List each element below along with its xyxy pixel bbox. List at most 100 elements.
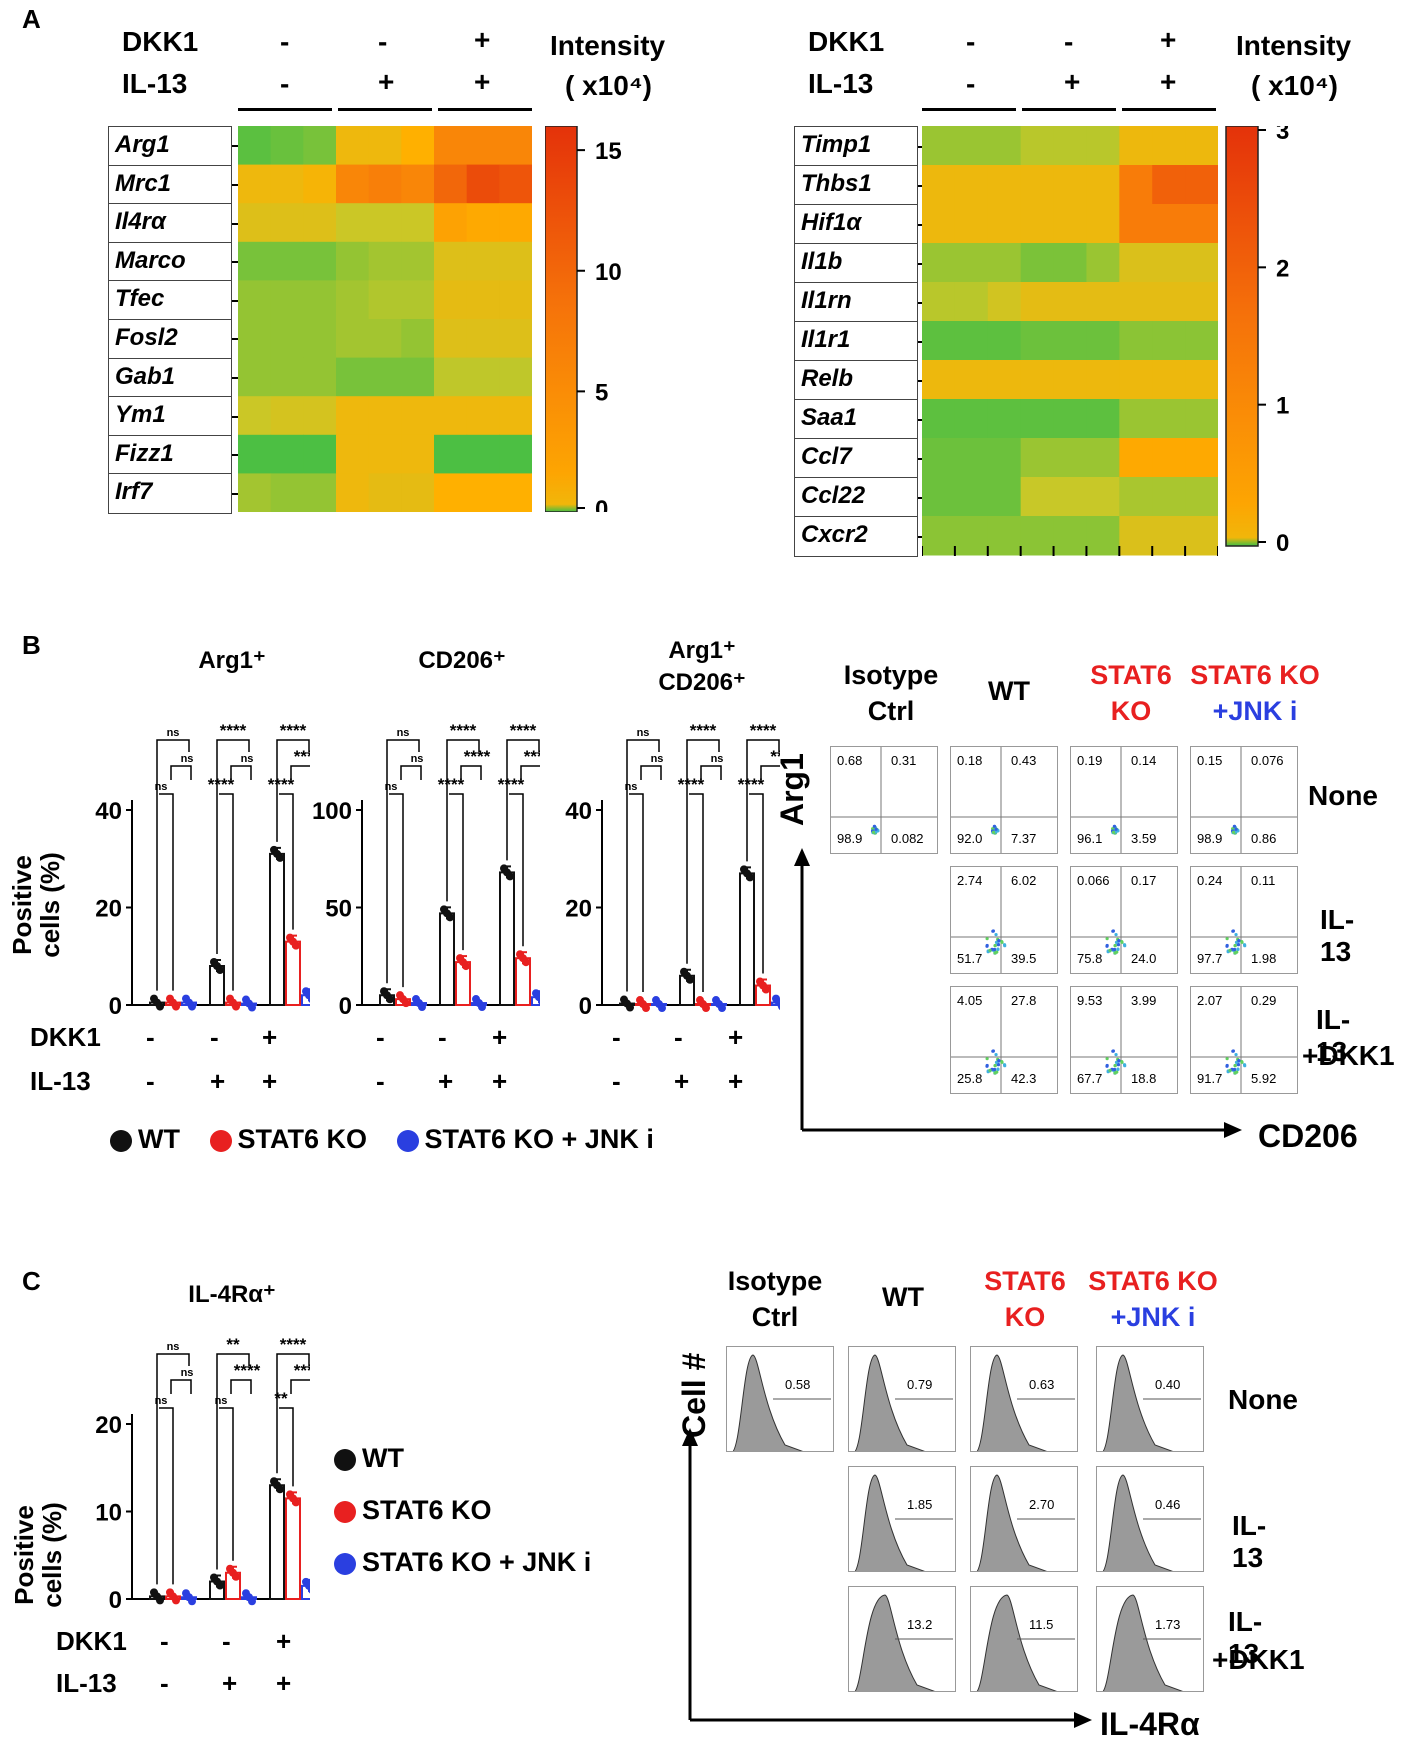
heatmap-cell — [1020, 516, 1055, 556]
heatmap-cell — [1119, 165, 1153, 205]
gene-tick — [232, 183, 238, 186]
histogram-plot: 0.46 — [1096, 1466, 1204, 1572]
event-dot — [1231, 929, 1235, 933]
group-bar — [238, 108, 332, 111]
event-dot — [997, 1058, 1001, 1063]
event-dot — [872, 824, 877, 828]
bar — [739, 872, 755, 1006]
gene-label: Il1rn — [794, 282, 918, 323]
data-point — [216, 1581, 224, 1590]
sig-bracket — [640, 765, 662, 780]
histogram-peak — [854, 1474, 925, 1571]
event-dot — [1116, 1067, 1120, 1071]
ylabel-line1: Positive — [7, 855, 37, 955]
heatmap-cell — [987, 360, 1022, 400]
heatmap-cell — [1053, 243, 1087, 283]
heatmap-cell — [466, 357, 500, 397]
heatmap-left-il13-label: IL-13 — [122, 68, 188, 99]
heatmap-cell — [922, 282, 956, 322]
colorbar-tick-label: 0 — [1276, 530, 1289, 556]
quadrant-value: 9.53 — [1077, 993, 1103, 1008]
event-dot — [1117, 1058, 1121, 1063]
event-dot — [1105, 1064, 1109, 1068]
heatmap-cell — [466, 473, 500, 512]
data-point — [188, 1597, 196, 1606]
event-dot — [1116, 947, 1120, 951]
gene-tick — [918, 262, 924, 265]
event-dot — [985, 944, 989, 948]
heatmap-cell — [238, 241, 272, 281]
event-dot — [1000, 1059, 1004, 1064]
heatmap-cell — [1119, 243, 1153, 283]
sig-label: **** — [678, 775, 705, 794]
il13-sign: - — [146, 1066, 155, 1096]
event-dot — [1002, 1063, 1007, 1067]
heatmap-cell — [303, 396, 337, 436]
heatmap-cell — [303, 164, 337, 204]
bar — [269, 1484, 285, 1600]
sig-bracket — [626, 739, 660, 992]
heatmap-cell — [922, 165, 956, 205]
histogram-peak — [976, 1594, 1057, 1691]
heatmap-cell — [1020, 360, 1055, 400]
event-dot — [988, 1068, 992, 1072]
ylabel-line1: Positive — [9, 1505, 39, 1605]
sig-label: ns — [241, 753, 254, 765]
event-dot — [1105, 944, 1109, 948]
heatmap-cell — [466, 396, 500, 436]
gene-label: Saa1 — [794, 399, 918, 440]
gene-label: Ccl22 — [794, 477, 918, 518]
flow-row-label: +DKK1 — [1302, 1040, 1395, 1071]
colorbar-tick-label: 3 — [1276, 126, 1289, 145]
heatmap-cell — [303, 203, 337, 243]
sig-label: ns — [651, 753, 664, 765]
heatmap-cell — [922, 516, 956, 556]
event-dot — [1225, 1057, 1229, 1061]
data-point — [172, 1002, 180, 1011]
histogram-peak — [976, 1474, 1047, 1571]
data-point — [232, 1002, 240, 1011]
heatmap-cell — [1053, 165, 1087, 205]
heatmap-cell — [1152, 165, 1186, 205]
heatmap-cell — [401, 434, 435, 474]
gene-tick — [918, 301, 924, 304]
event-dot — [993, 943, 997, 948]
heatmap-cell — [336, 280, 370, 320]
heatmap-cell — [987, 438, 1022, 478]
heatmap-cell — [1185, 360, 1218, 400]
data-point — [762, 985, 770, 994]
heatmap-cell — [303, 473, 337, 512]
colorbar-right: 3 2 1 0 — [1225, 126, 1289, 556]
histogram-plot: 0.79 — [848, 1346, 956, 1452]
event-dot — [1232, 824, 1237, 828]
heatmap-cell — [922, 360, 956, 400]
heatmap-cell — [401, 396, 435, 436]
data-point — [778, 1003, 780, 1011]
y-tick-label: 0 — [579, 993, 592, 1015]
legend-dot-jnk — [396, 1129, 419, 1152]
sig-bracket — [760, 765, 780, 780]
data-point — [276, 853, 284, 862]
heatmap-cell — [238, 396, 272, 436]
heatmap-cell — [238, 203, 272, 243]
data-point — [702, 1004, 710, 1013]
event-dot — [1240, 939, 1244, 944]
data-point — [216, 966, 224, 974]
heatmap-cell — [238, 126, 272, 166]
quadrant-value: 0.86 — [1251, 831, 1277, 846]
hist-row-label: IL-13 — [1232, 1510, 1267, 1573]
data-point — [292, 1498, 300, 1507]
flow-col-header-line2: +JNK i — [1212, 696, 1298, 726]
sig-label: ns — [155, 781, 168, 793]
heatmap-cell — [499, 241, 532, 281]
heatmap-cell — [1152, 204, 1186, 244]
quadrant-value: 98.9 — [837, 831, 863, 846]
heatmap-cell — [954, 360, 989, 400]
sig-label: ns — [385, 781, 398, 793]
event-dot — [1113, 943, 1117, 948]
sig-bracket — [290, 1379, 310, 1394]
event-dot — [1228, 1068, 1232, 1072]
heatmap-cell — [466, 319, 500, 359]
heatmap-cell — [401, 241, 435, 281]
heatmap-cell — [922, 438, 956, 478]
